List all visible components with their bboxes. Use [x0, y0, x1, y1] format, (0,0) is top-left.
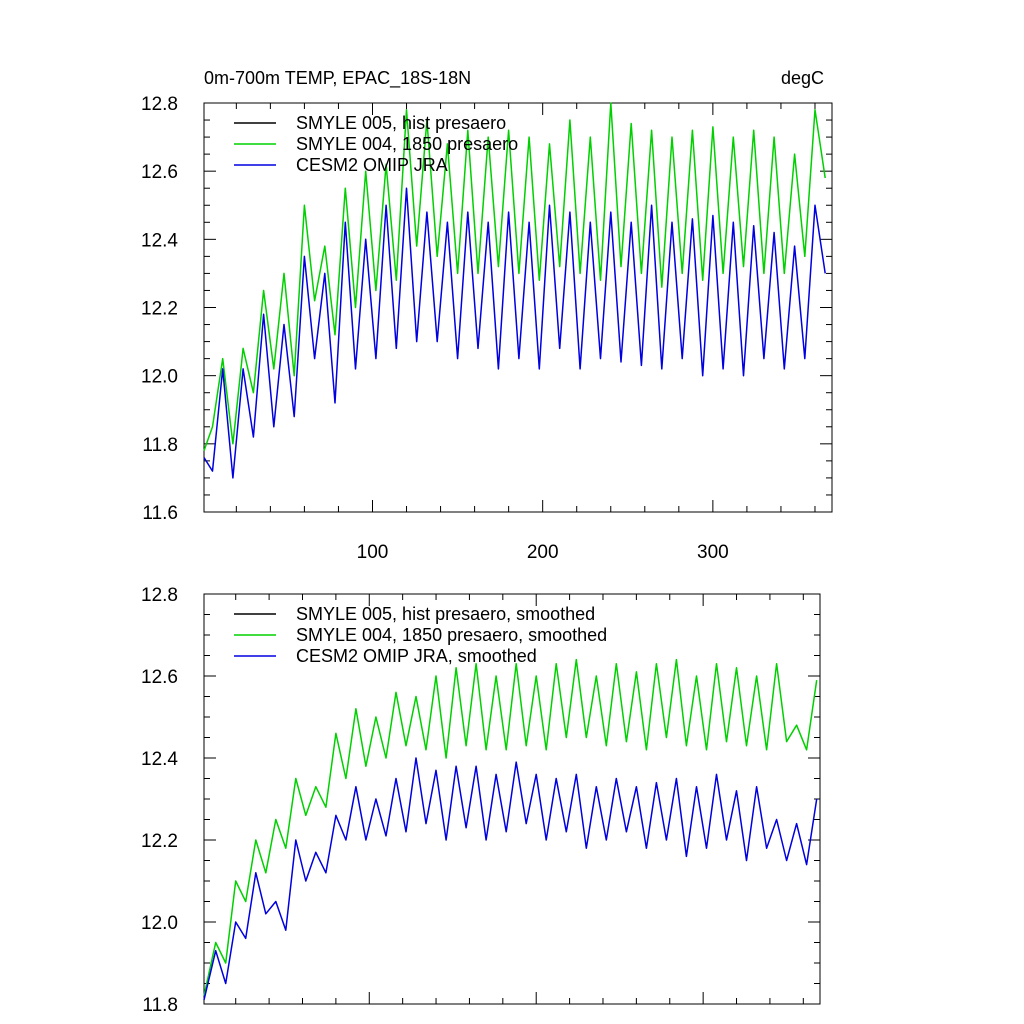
- series-line-2: [203, 757, 818, 1001]
- x-tick-label: 300: [697, 542, 729, 563]
- y-tick-label: 11.8: [142, 435, 178, 456]
- x-tick-label: 100: [357, 542, 389, 563]
- bottom-panel: 11.8 12.0 12.2 12.4 12.6 12.8 SMYLE 005, hist …: [141, 585, 821, 1016]
- y-tick-label: 11.6: [142, 503, 178, 524]
- legend-label-1: SMYLE 004, 1850 presaero, smoothed: [296, 625, 607, 645]
- y-tick-label: 12.6: [141, 162, 178, 183]
- chart-title: 0m-700m TEMP, EPAC_18S-18N: [204, 68, 471, 89]
- y-tick-label: 12.4: [141, 749, 178, 770]
- series-line-2: [203, 187, 826, 479]
- legend-label-0: SMYLE 005, hist presaero: [296, 113, 506, 133]
- y-tick-label: 12.2: [141, 831, 178, 852]
- y-tick-label: 12.0: [141, 367, 178, 388]
- legend-label-2: CESM2 OMIP JRA, smoothed: [296, 646, 537, 666]
- y-tick-label: 11.8: [142, 995, 178, 1016]
- y-tick-label: 12.2: [141, 299, 178, 320]
- chart-units: degC: [781, 68, 824, 88]
- legend-label-1: SMYLE 004, 1850 presaero: [296, 134, 518, 154]
- x-tick-label: 200: [527, 542, 559, 563]
- top-panel: 11.6 11.8 12.0 12.2 12.4 12.6 12.8 100 200 300 0m-…: [141, 68, 833, 563]
- series-line-1: [203, 658, 818, 996]
- y-tick-label: 12.4: [141, 230, 178, 251]
- y-tick-label: 12.6: [141, 667, 178, 688]
- legend-label-2: CESM2 OMIP JRA: [296, 155, 448, 175]
- y-tick-label: 12.0: [141, 913, 178, 934]
- series-line-1: [203, 102, 826, 451]
- y-tick-label: 12.8: [141, 585, 178, 606]
- y-tick-label: 12.8: [141, 94, 178, 115]
- legend-label-0: SMYLE 005, hist presaero, smoothed: [296, 604, 595, 624]
